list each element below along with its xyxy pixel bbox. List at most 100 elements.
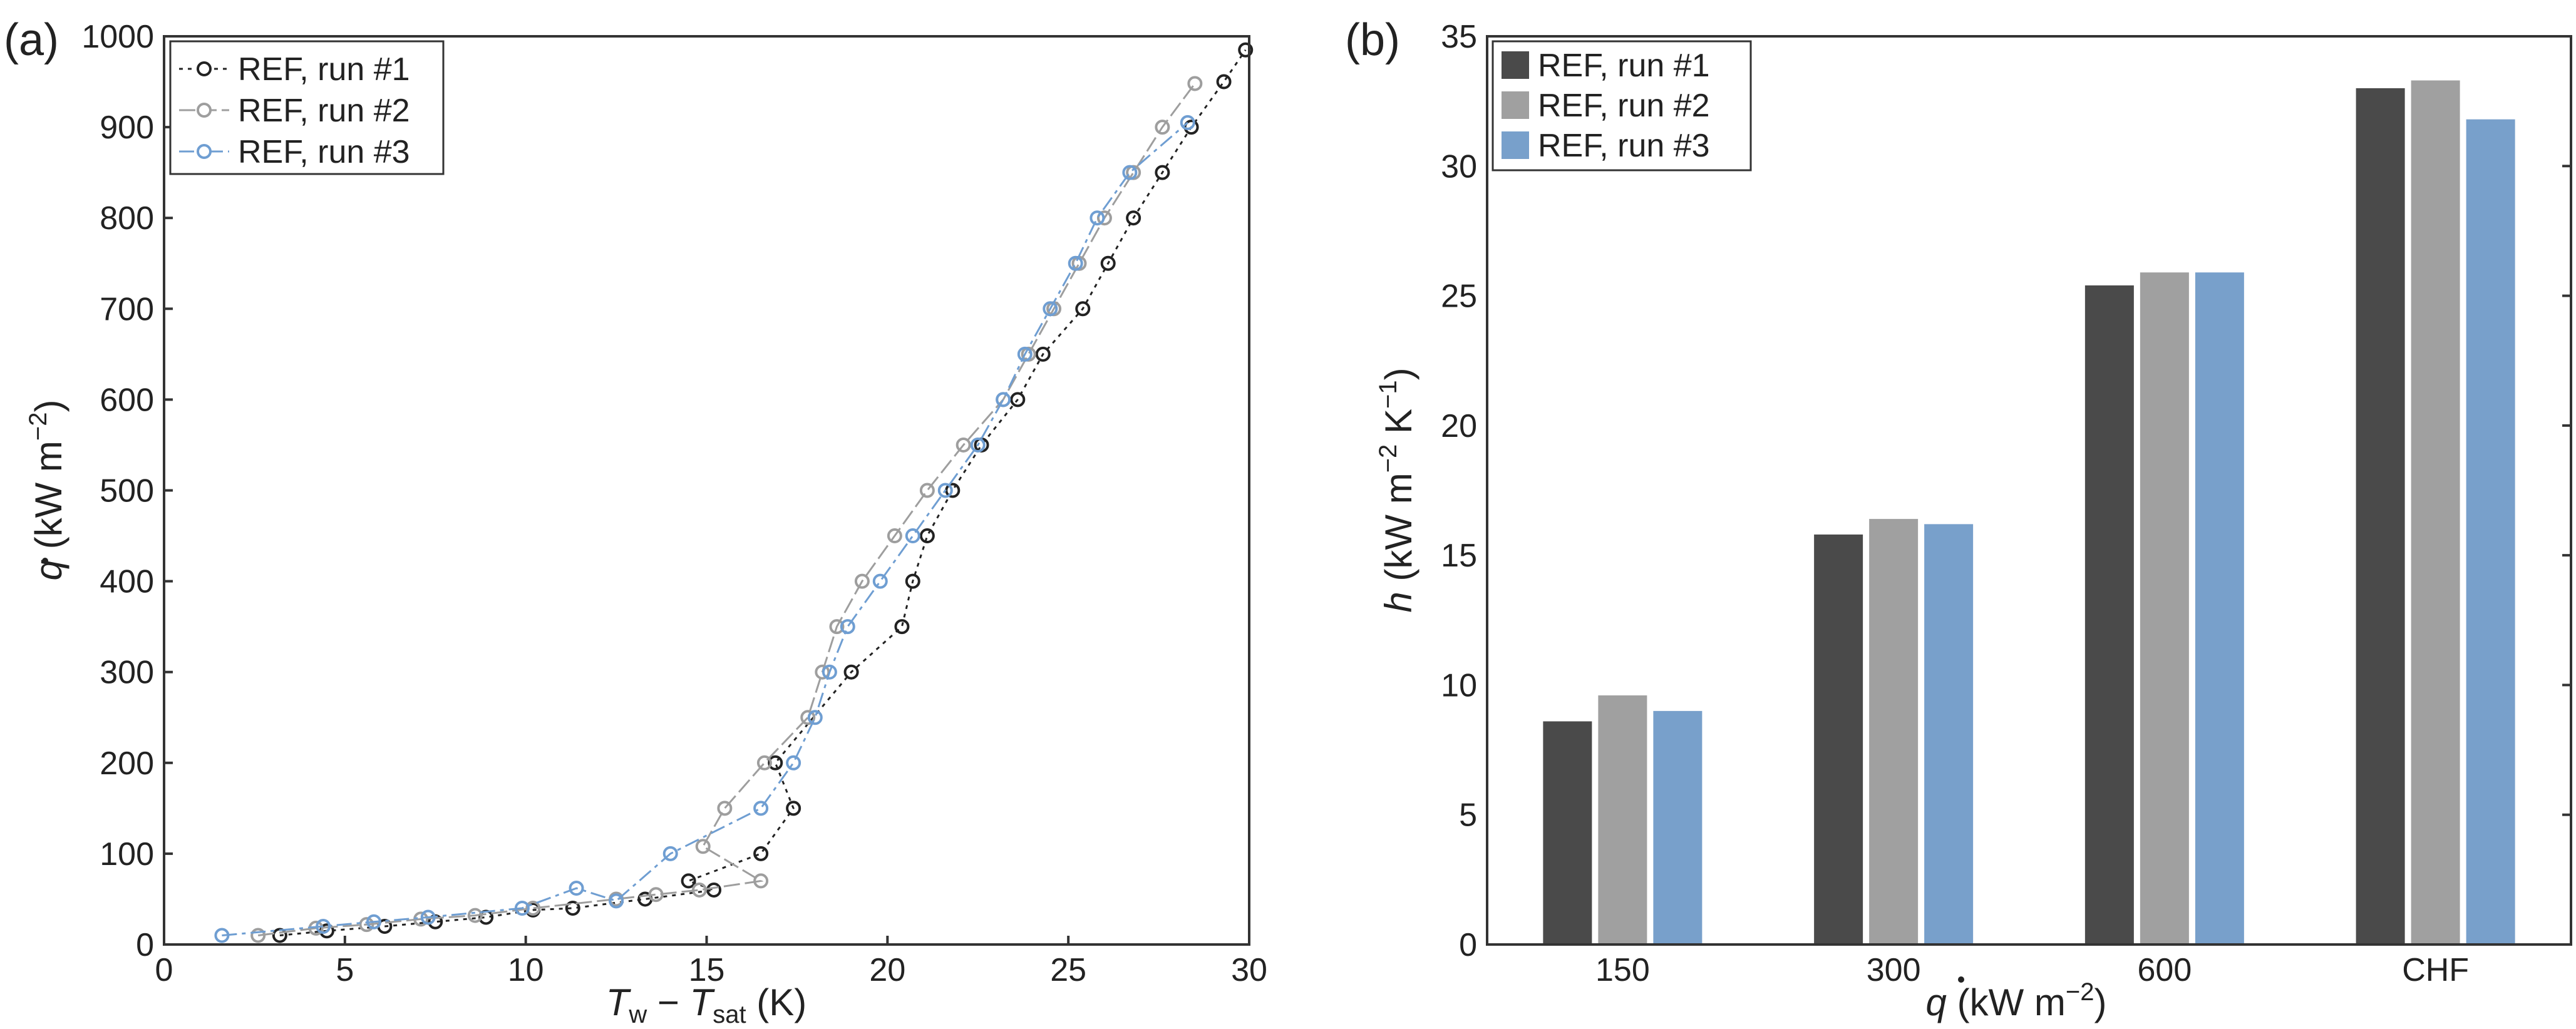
panel-a-point-run-1	[1155, 165, 1170, 180]
panel-a-legend-marker	[197, 144, 212, 159]
panel-a-frame	[163, 35, 1250, 946]
panel-a-point-run-2	[717, 801, 733, 816]
panel-a-x-tick-label: 15	[689, 952, 725, 988]
panel-a-point-run-3	[807, 710, 823, 725]
panel-a-point-run-1	[905, 573, 920, 589]
panel-a-point-run-3	[569, 881, 584, 896]
panel-a-y-tick-label: 500	[100, 473, 154, 509]
panel-b-x-tick-label: 600	[2137, 952, 2192, 988]
panel-b-frame	[1486, 35, 2572, 946]
panel-a-point-run-2	[753, 873, 769, 889]
panel-a-point-run-1	[1035, 346, 1051, 362]
panel-a-point-run-1	[786, 801, 801, 816]
panel-a-point-run-3	[662, 846, 678, 861]
panel-a-point-run-3	[872, 573, 888, 589]
panel-a-point-run-2	[359, 917, 374, 933]
panel-a-point-run-2	[756, 755, 772, 770]
panel-a-point-run-1	[706, 882, 722, 898]
panel-a-y-tick-label: 100	[100, 836, 154, 873]
panel-a-point-run-3	[970, 437, 986, 453]
panel-b-bar-run-2-300	[1869, 519, 1919, 945]
panel-a-point-run-3	[753, 801, 769, 816]
panel-a-point-run-3	[905, 528, 920, 544]
panel-a-point-run-2	[467, 908, 483, 923]
panel-b-y-tick-label: 10	[1441, 667, 1477, 704]
panel-a-series	[214, 42, 1254, 943]
panel-a-x-tick-label: 30	[1231, 952, 1267, 988]
panel-b-x-tick-label: 300	[1867, 952, 1921, 988]
panel-a-ticks: 0 5 10 15 20 25 300100200300400500600700800900…	[81, 19, 1267, 988]
panel-b-y-tick-label: 0	[1459, 927, 1477, 963]
panel-a-point-run-2	[695, 839, 711, 854]
panel-a-point-run-3	[1090, 210, 1105, 226]
panel-a-legend-label: REF, run #2	[238, 93, 410, 129]
panel-a-point-run-3	[514, 900, 530, 916]
panel-a-x-axis-title: Tw − Tsat (K)	[606, 981, 807, 1028]
panel-a-legend-label: REF, run #3	[238, 134, 410, 170]
panel-a-label: (a)	[4, 15, 59, 65]
panel-a-point-run-2	[919, 483, 935, 498]
panel-b-bar-run-3-300	[1924, 524, 1974, 945]
panel-b-bar-run-3-600	[2195, 272, 2244, 945]
panel-a-point-run-1	[768, 755, 783, 770]
panel-a-legend-label: REF, run #1	[238, 51, 410, 88]
panel-a-y-tick-label: 900	[100, 110, 154, 146]
panel-a-point-run-2	[1187, 76, 1203, 91]
panel-a-point-run-3	[420, 909, 436, 925]
panel-a-point-run-2	[956, 437, 971, 453]
panel-a-point-run-1	[894, 619, 910, 635]
panel-b-bar-run-2-600	[2140, 272, 2189, 945]
panel-a-point-run-1	[1075, 301, 1091, 317]
panel-b-x-tick-label: 150	[1595, 952, 1650, 988]
panel-b-y-axis-title: h (kW m−2 K−1)	[1374, 367, 1419, 612]
panel-a-point-run-3	[1017, 346, 1033, 362]
panel-a-x-tick-label: 25	[1050, 952, 1086, 988]
panel-a-point-run-3	[937, 483, 953, 498]
panel-b-y-tick-label: 5	[1459, 797, 1477, 834]
panel-a-point-run-2	[854, 573, 870, 589]
panel-a-series-line-run-2	[258, 83, 1196, 936]
panel-a-y-tick-label: 700	[100, 291, 154, 327]
panel-b-label: (b)	[1345, 15, 1400, 65]
panel-a-point-run-1	[753, 846, 769, 861]
panel-a-point-run-1	[1100, 255, 1116, 271]
panel-b-y-tick-label: 15	[1441, 538, 1477, 574]
panel-a-point-run-3	[786, 755, 801, 770]
panel-a-point-run-3	[366, 914, 382, 929]
panel-a-x-tick-label: 5	[336, 952, 354, 988]
panel-a-point-run-3	[1122, 165, 1138, 180]
panel-a-point-run-1	[681, 873, 696, 889]
panel-a-point-run-3	[996, 392, 1011, 407]
panel-a-point-run-2	[648, 887, 664, 903]
panel-a-y-tick-label: 400	[100, 564, 154, 600]
panel-a-point-run-3	[609, 893, 624, 909]
panel-b-legend-swatch	[1502, 91, 1529, 119]
panel-a-point-run-3	[1043, 301, 1058, 317]
panel-b-bar-run-2-CHF	[2411, 80, 2460, 945]
panel-a-point-run-3	[1180, 115, 1195, 130]
panel-a-point-run-3	[214, 928, 230, 943]
panel-a-point-run-3	[1068, 255, 1083, 271]
panel-a-point-run-1	[1010, 392, 1026, 407]
panel-a-legend: REF, run #1 REF, run #2 REF, run #3	[169, 40, 445, 175]
panel-a-point-run-3	[822, 664, 837, 680]
panel-b-bar-run-1-CHF	[2356, 88, 2405, 945]
panel-b-legend-label: REF, run #1	[1538, 48, 1710, 84]
panel-a-series-line-run-1	[279, 49, 1247, 936]
panel-a-point-run-2	[691, 882, 707, 898]
panel-b-bar-run-1-150	[1543, 721, 1592, 945]
panel-a-point-run-1	[1216, 74, 1232, 90]
panel-a-point-run-3	[840, 619, 855, 635]
panel-b-bar-run-3-150	[1653, 710, 1703, 945]
panel-b-bars	[1543, 80, 2515, 945]
panel-b-bar-run-2-150	[1598, 695, 1647, 945]
panel-b-y-tick-label: 20	[1441, 408, 1477, 444]
panel-a-point-run-2	[1155, 120, 1170, 135]
panel-b-legend: REF, run #1 REF, run #2 REF, run #3	[1492, 40, 1752, 172]
panel-b-bar-run-3-CHF	[2466, 119, 2515, 945]
panel-a-y-tick-label: 0	[136, 927, 154, 963]
panel-a-point-run-2	[800, 710, 816, 725]
panel-a-x-tick-label: 0	[155, 952, 173, 988]
panel-a-x-tick-label: 20	[869, 952, 905, 988]
